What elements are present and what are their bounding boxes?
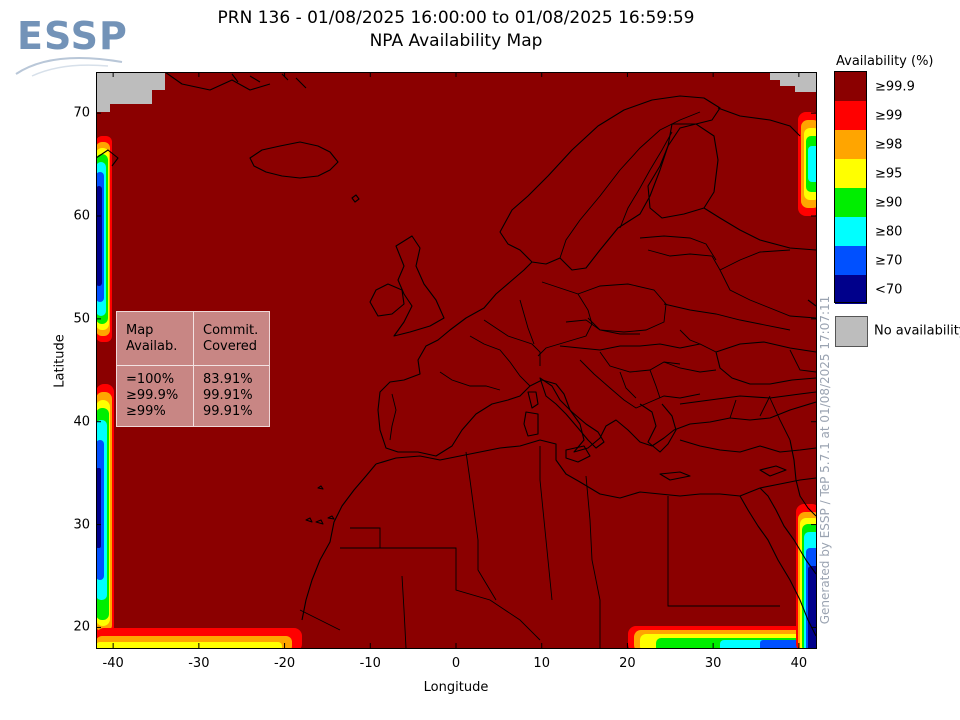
no-availability-region-ne bbox=[770, 72, 816, 92]
x-tick-label: -20 bbox=[273, 656, 296, 671]
y-tick-label: 70 bbox=[73, 105, 90, 121]
y-axis-label: Latitude bbox=[52, 334, 68, 388]
y-tick-label: 30 bbox=[73, 517, 90, 533]
stats-row-map: ≥99% bbox=[126, 404, 166, 419]
table-divider-horizontal bbox=[117, 365, 269, 366]
degradation-east-upper bbox=[798, 112, 816, 216]
axis-ticks bbox=[96, 72, 816, 648]
x-tick-label: -10 bbox=[359, 656, 381, 671]
x-tick-label: -30 bbox=[188, 656, 210, 671]
legend-title: Availability (%) bbox=[836, 54, 934, 69]
no-availability-region-nw bbox=[96, 72, 165, 112]
degradation-west-upper bbox=[96, 136, 112, 342]
legend-label: ≥80 bbox=[875, 224, 903, 239]
legend-swatch bbox=[835, 217, 867, 246]
legend-label: ≥90 bbox=[875, 195, 903, 210]
legend-swatch bbox=[835, 159, 867, 188]
stats-header-map: Map Availab. bbox=[126, 323, 178, 354]
legend-swatch-no-availability bbox=[835, 316, 868, 347]
legend-label: ≥95 bbox=[875, 166, 903, 181]
logo-text: ESSP bbox=[17, 14, 128, 58]
stats-row-covered: 99.91% bbox=[203, 404, 253, 419]
legend-label: ≥70 bbox=[875, 253, 903, 268]
x-axis-label: Longitude bbox=[423, 680, 489, 695]
x-tick-label: 0 bbox=[451, 656, 461, 671]
stats-row-map: =100% bbox=[126, 372, 175, 387]
table-divider-vertical bbox=[193, 312, 194, 426]
legend-label-no-availability: No availability bbox=[874, 323, 960, 339]
x-tick-label: 20 bbox=[619, 656, 636, 671]
chart-title-line1: PRN 136 - 01/08/2025 16:00:00 to 01/08/2… bbox=[217, 8, 695, 28]
degradation-south-west bbox=[96, 628, 302, 648]
x-tick-label: 40 bbox=[790, 656, 808, 671]
legend-swatch bbox=[835, 188, 867, 217]
x-tick-label: 30 bbox=[704, 656, 722, 671]
chart-title-line2: NPA Availability Map bbox=[369, 31, 543, 51]
legend-label: <70 bbox=[875, 282, 903, 297]
y-tick-label: 20 bbox=[73, 619, 90, 635]
y-tick-label: 60 bbox=[73, 208, 90, 224]
x-tick-label: 10 bbox=[533, 656, 550, 671]
stats-row-map: ≥99.9% bbox=[126, 388, 179, 403]
degradation-east-lower bbox=[796, 504, 816, 648]
generated-by-watermark: Generated by ESSP / TeP 5.7.1 at 01/08/2… bbox=[818, 295, 832, 625]
legend-swatch bbox=[835, 246, 867, 275]
legend-label: ≥99.9 bbox=[875, 79, 915, 94]
stats-row-covered: 99.91% bbox=[203, 388, 253, 403]
degradation-south-east bbox=[628, 626, 816, 648]
legend-swatch bbox=[835, 130, 867, 159]
y-tick-label: 40 bbox=[73, 414, 90, 430]
availability-stats-table: Map Availab. Commit. Covered =100% 83.91… bbox=[116, 311, 270, 427]
essp-logo bbox=[15, 57, 123, 77]
y-tick-label: 50 bbox=[73, 311, 90, 327]
legend-swatch bbox=[835, 72, 867, 101]
legend-label: ≥99 bbox=[875, 108, 903, 123]
degradation-west-lower bbox=[96, 384, 114, 648]
country-borders bbox=[299, 111, 816, 648]
stats-row-covered: 83.91% bbox=[203, 372, 253, 387]
x-tick-label: -40 bbox=[102, 656, 124, 671]
legend-label: ≥98 bbox=[875, 137, 903, 152]
stats-header-covered: Commit. Covered bbox=[203, 323, 259, 354]
legend-swatch bbox=[835, 275, 867, 304]
legend-swatch bbox=[835, 101, 867, 130]
